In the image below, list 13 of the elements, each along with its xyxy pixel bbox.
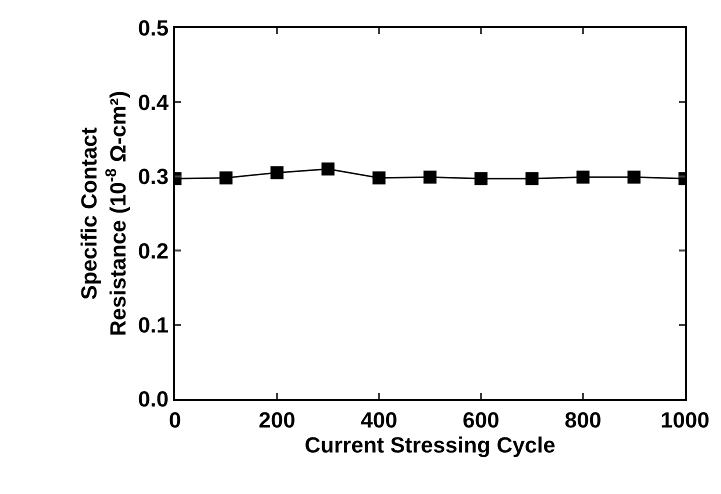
y-tick-label: 0.3 — [138, 164, 169, 190]
y-tick-label: 0.1 — [138, 312, 169, 338]
x-tick-label: 400 — [360, 407, 398, 432]
y-tick-label: 0.4 — [138, 90, 170, 115]
x-tick-label: 1000 — [660, 407, 710, 432]
x-tick-label: 600 — [462, 407, 500, 432]
y-tick-label: 0.0 — [138, 386, 169, 412]
y-tick-label: 0.2 — [138, 238, 169, 264]
x-tick-label: 0 — [168, 407, 182, 432]
x-tick-label: 800 — [564, 407, 602, 432]
y-tick-label: 0.5 — [138, 16, 169, 41]
x-axis-title: Current Stressing Cycle — [304, 432, 556, 458]
x-tick-label: 200 — [258, 407, 296, 432]
